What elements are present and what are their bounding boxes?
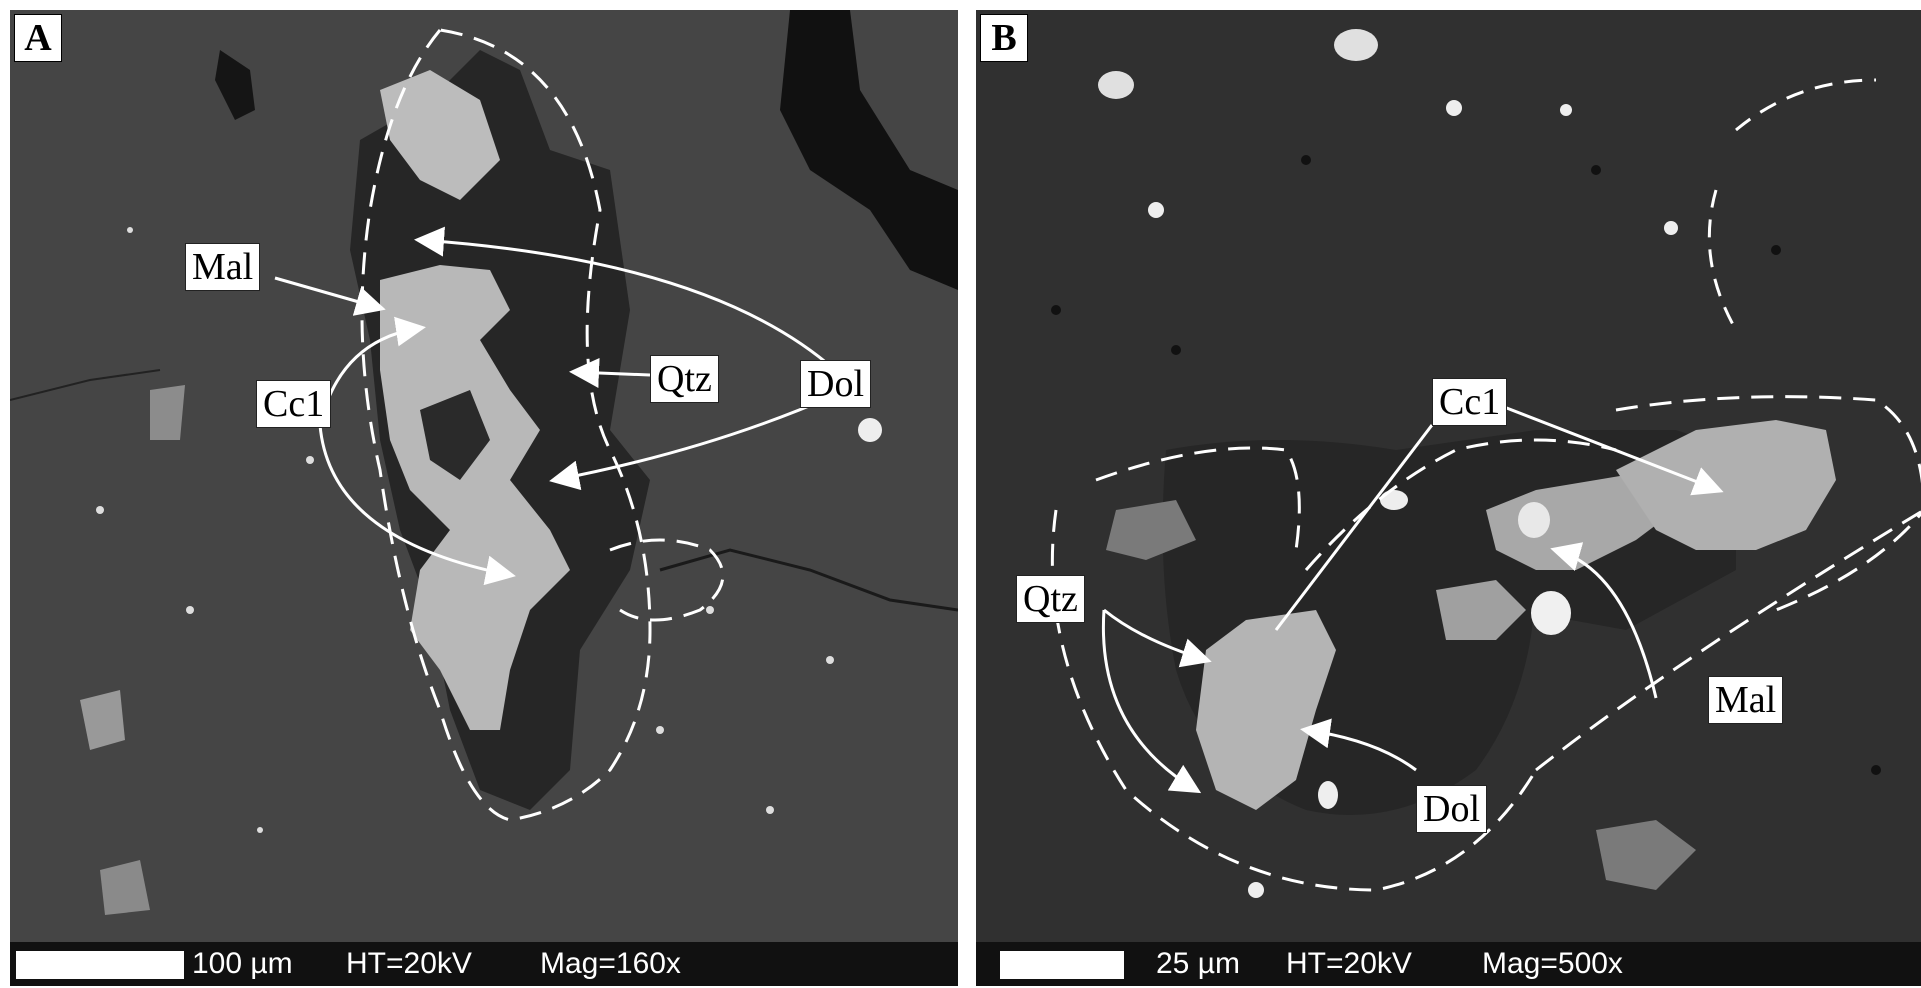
scale-bar-graphic: [1000, 951, 1124, 979]
mag-text: Mag=160x: [540, 947, 681, 980]
scale-bar-a: 100 µm HT=20kV Mag=160x: [10, 942, 958, 986]
label-dol: Dol: [1416, 785, 1487, 833]
ht-text: HT=20kV: [1286, 947, 1412, 980]
label-dol: Dol: [800, 360, 871, 408]
scale-bar-b: 25 µm HT=20kV Mag=500x: [976, 942, 1921, 986]
ht-text: HT=20kV: [346, 947, 472, 980]
label-mal: Mal: [185, 243, 261, 291]
panel-b: B Cc1 Qtz Mal Dol 25 µm HT=20kV Mag=500x: [976, 10, 1921, 986]
label-cc1: Cc1: [256, 380, 332, 428]
label-mal: Mal: [1708, 676, 1784, 724]
panel-b-label: B: [980, 14, 1028, 62]
panel-a: A Mal Cc1 Qtz Dol 100 µm HT=20kV Mag=160…: [10, 10, 958, 986]
panel-a-label: A: [14, 14, 62, 62]
label-qtz: Qtz: [1016, 575, 1085, 623]
scale-bar-graphic: [16, 951, 184, 979]
scale-text: 25 µm: [1156, 947, 1240, 980]
scale-text: 100 µm: [192, 947, 293, 980]
micrograph-b: [1050, 29, 1921, 898]
mag-text: Mag=500x: [1482, 947, 1623, 980]
micrograph-a: [10, 10, 958, 915]
label-cc1: Cc1: [1432, 378, 1508, 426]
label-qtz: Qtz: [650, 355, 719, 403]
